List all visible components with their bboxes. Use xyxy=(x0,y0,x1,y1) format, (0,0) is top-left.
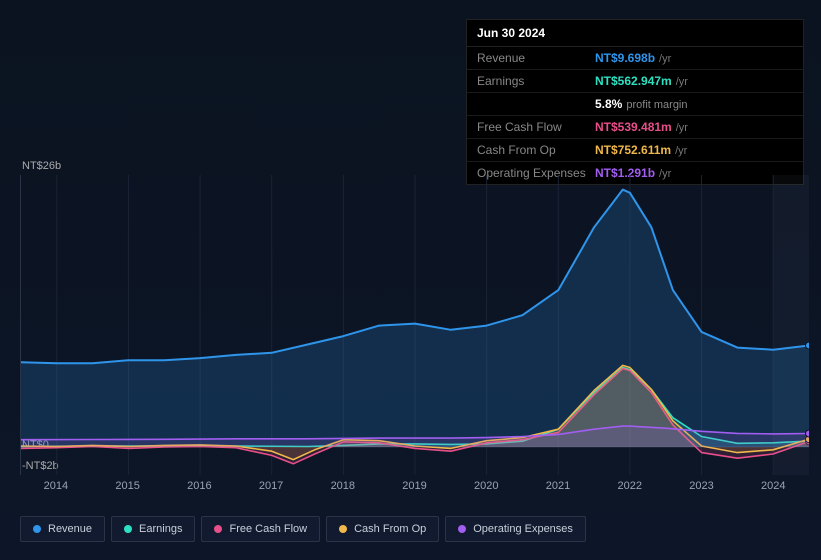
legend-item-free-cash-flow[interactable]: Free Cash Flow xyxy=(201,516,320,542)
legend-dot-icon xyxy=(339,525,347,533)
tooltip-margin-value: 5.8% xyxy=(595,97,622,111)
legend-label: Free Cash Flow xyxy=(229,523,307,535)
tooltip-metric-label: Cash From Op xyxy=(477,143,595,157)
x-axis-tick: 2015 xyxy=(92,480,164,500)
tooltip-unit: /yr xyxy=(659,53,671,65)
tooltip-metric-value: NT$752.611m xyxy=(595,143,671,157)
tooltip-unit: /yr xyxy=(676,122,688,134)
x-axis-tick: 2018 xyxy=(307,480,379,500)
tooltip-row: EarningsNT$562.947m/yr xyxy=(467,70,803,93)
tooltip-metric-label: Earnings xyxy=(477,74,595,88)
series-endpoint-operating-expenses xyxy=(806,430,809,437)
tooltip-margin-row: 5.8% profit margin xyxy=(467,93,803,116)
legend-item-earnings[interactable]: Earnings xyxy=(111,516,195,542)
x-axis: 2014201520162017201820192020202120222023… xyxy=(20,480,809,500)
tooltip-unit: /yr xyxy=(675,145,687,157)
legend-label: Operating Expenses xyxy=(473,523,573,535)
x-axis-tick: 2022 xyxy=(594,480,666,500)
x-axis-tick: 2014 xyxy=(20,480,92,500)
tooltip-row: RevenueNT$9.698b/yr xyxy=(467,47,803,70)
legend-item-cash-from-op[interactable]: Cash From Op xyxy=(326,516,439,542)
x-axis-tick: 2023 xyxy=(666,480,738,500)
tooltip-metric-value: NT$539.481m xyxy=(595,120,672,134)
x-axis-tick: 2021 xyxy=(522,480,594,500)
x-axis-tick: 2017 xyxy=(235,480,307,500)
x-axis-tick: 2016 xyxy=(163,480,235,500)
y-axis-top-label: NT$26b xyxy=(22,160,61,172)
x-axis-tick: 2024 xyxy=(737,480,809,500)
tooltip-unit: /yr xyxy=(676,76,688,88)
legend-dot-icon xyxy=(124,525,132,533)
tooltip-metric-value: NT$9.698b xyxy=(595,51,655,65)
tooltip-metric-label: Revenue xyxy=(477,51,595,65)
chart-plot-area[interactable] xyxy=(20,175,809,475)
legend-item-operating-expenses[interactable]: Operating Expenses xyxy=(445,516,586,542)
tooltip-date: Jun 30 2024 xyxy=(467,20,803,47)
tooltip-metric-label: Free Cash Flow xyxy=(477,120,595,134)
legend-label: Revenue xyxy=(48,523,92,535)
legend-dot-icon xyxy=(214,525,222,533)
legend-dot-icon xyxy=(33,525,41,533)
data-tooltip: Jun 30 2024 RevenueNT$9.698b/yrEarningsN… xyxy=(466,19,804,185)
legend-label: Earnings xyxy=(139,523,182,535)
x-axis-tick: 2019 xyxy=(379,480,451,500)
x-axis-tick: 2020 xyxy=(450,480,522,500)
legend-label: Cash From Op xyxy=(354,523,426,535)
tooltip-row: Cash From OpNT$752.611m/yr xyxy=(467,139,803,162)
legend-dot-icon xyxy=(458,525,466,533)
series-endpoint-revenue xyxy=(806,342,809,349)
tooltip-row: Free Cash FlowNT$539.481m/yr xyxy=(467,116,803,139)
legend-item-revenue[interactable]: Revenue xyxy=(20,516,105,542)
tooltip-margin-label: profit margin xyxy=(626,99,687,111)
tooltip-metric-value: NT$562.947m xyxy=(595,74,672,88)
chart-legend: Revenue Earnings Free Cash Flow Cash From O… xyxy=(20,516,586,542)
